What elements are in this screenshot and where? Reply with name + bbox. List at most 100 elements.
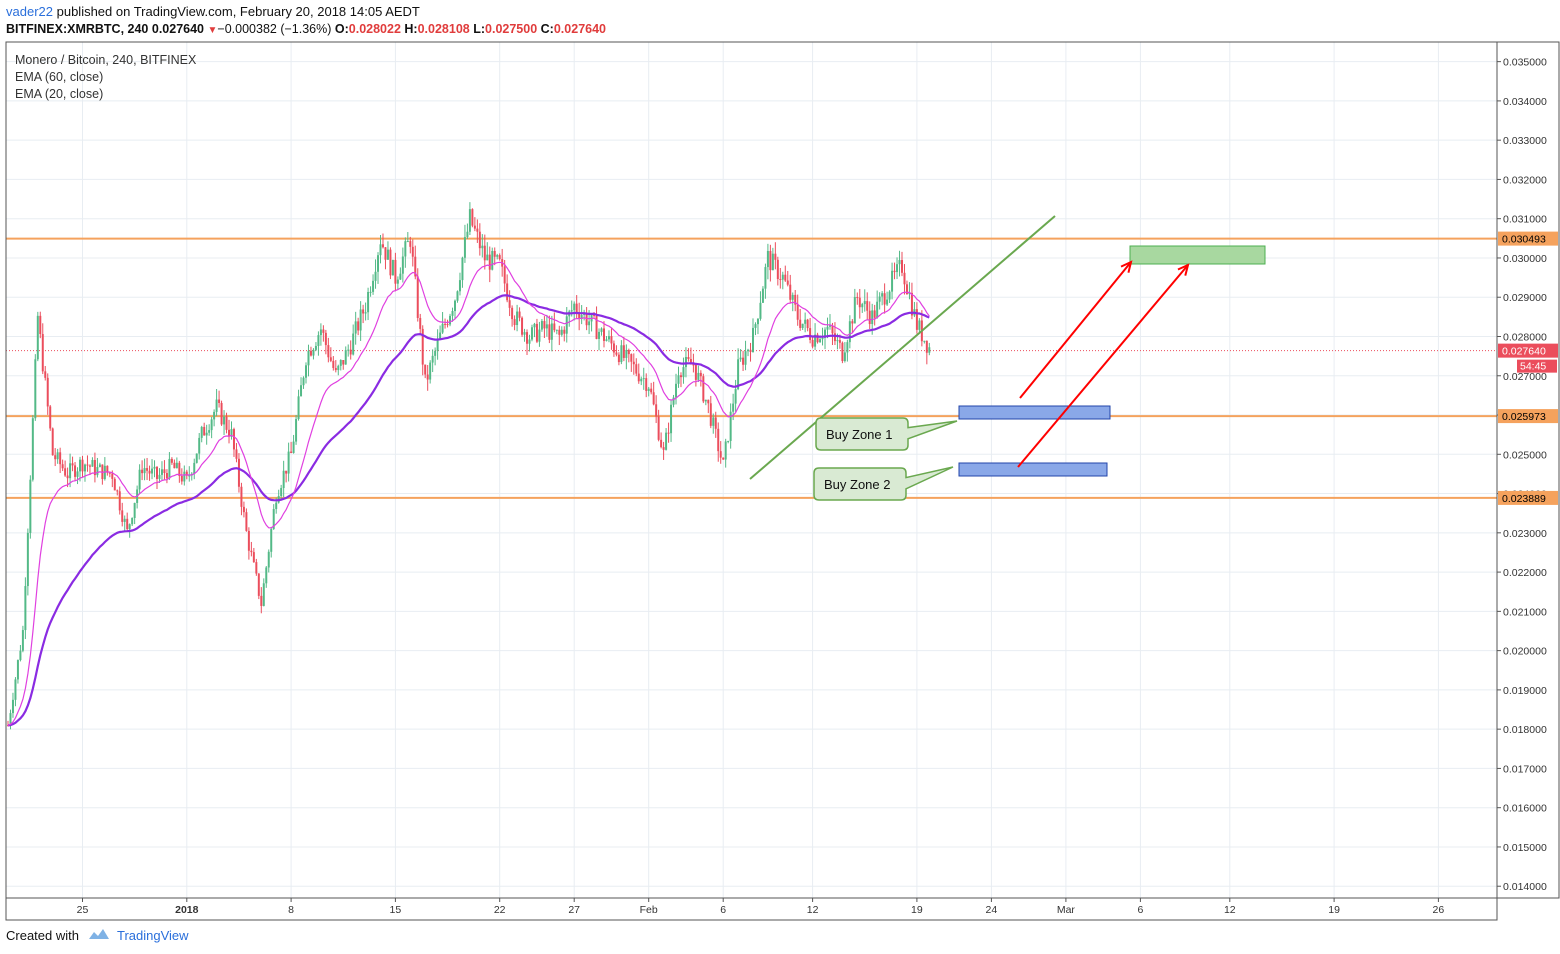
candle-body xyxy=(406,241,409,243)
candle-body xyxy=(607,336,610,340)
candle-body xyxy=(861,304,864,308)
buy-zone-2-callout[interactable]: Buy Zone 2 xyxy=(813,466,954,501)
candle-body xyxy=(106,465,109,473)
candle-body xyxy=(533,323,536,328)
candle-body xyxy=(704,399,707,402)
candle-body xyxy=(764,267,767,289)
candle-body xyxy=(151,468,154,474)
candle-body xyxy=(903,272,906,285)
candles xyxy=(7,202,931,730)
candle-body xyxy=(724,441,727,460)
price-change: −0.000382 (−1.36%) xyxy=(217,22,332,36)
candle-body xyxy=(848,321,851,343)
candle-body xyxy=(794,294,797,305)
candle-body xyxy=(558,329,561,335)
candle-body xyxy=(267,551,270,568)
candle-body xyxy=(548,324,551,340)
candle-body xyxy=(814,334,817,347)
arrow-1[interactable] xyxy=(1019,260,1133,399)
tradingview-link[interactable]: TradingView xyxy=(116,928,189,943)
candle-body xyxy=(290,451,293,453)
candle-body xyxy=(332,360,335,368)
candle-body xyxy=(175,462,178,469)
candle-body xyxy=(451,311,454,316)
candle-body xyxy=(893,270,896,273)
author-name[interactable]: vader22 xyxy=(6,4,53,19)
candle-body xyxy=(471,209,474,226)
candle-body xyxy=(337,365,340,371)
candle-body xyxy=(183,471,186,482)
candle-body xyxy=(655,404,658,417)
candle-body xyxy=(158,474,161,479)
candle-body xyxy=(675,383,678,398)
candle-body xyxy=(91,460,94,467)
price-axis[interactable] xyxy=(1496,41,1560,899)
candle-body xyxy=(203,426,206,436)
candle-body xyxy=(342,360,345,365)
candle-body xyxy=(826,326,829,330)
candle-body xyxy=(555,329,558,331)
y-tick-label: 0.025000 xyxy=(1503,449,1547,461)
candle-body xyxy=(96,467,99,476)
candle-body xyxy=(347,349,350,351)
candle-body xyxy=(722,457,725,460)
candle-body xyxy=(530,327,533,340)
candle-body xyxy=(391,259,394,276)
arrow-2-head xyxy=(1177,263,1190,276)
candle-body xyxy=(769,250,772,271)
candle-body xyxy=(302,377,305,386)
candle-body xyxy=(528,339,531,344)
candle-body xyxy=(200,426,203,438)
candle-body xyxy=(411,246,414,257)
candle-body xyxy=(449,315,452,325)
arrow-2[interactable] xyxy=(1017,263,1190,468)
candle-body xyxy=(409,241,412,247)
drawings[interactable]: Buy Zone 1 Buy Zone 2 xyxy=(749,215,1266,501)
candle-body xyxy=(923,340,926,342)
close-label: C: xyxy=(540,22,554,36)
candle-body xyxy=(173,462,176,469)
candle-body xyxy=(570,310,573,312)
candle-body xyxy=(545,324,548,329)
candle-body xyxy=(516,311,519,326)
ema60-line[interactable] xyxy=(7,294,930,727)
buy-zone-1-box[interactable] xyxy=(958,405,1111,420)
candle-body xyxy=(896,264,899,273)
candle-body xyxy=(856,297,859,299)
x-tick-label: 22 xyxy=(494,904,506,916)
candle-body xyxy=(156,466,158,479)
target-zone-box[interactable] xyxy=(1129,245,1266,265)
candle-body xyxy=(580,315,583,319)
candle-body xyxy=(419,317,422,329)
time-axis[interactable] xyxy=(5,897,1498,921)
candle-body xyxy=(309,350,312,356)
candle-body xyxy=(79,459,82,472)
legend-ema20[interactable]: EMA (20, close) xyxy=(15,87,103,101)
candle-body xyxy=(185,471,188,476)
buy-zone-2-callout-label: Buy Zone 2 xyxy=(824,477,891,492)
candle-body xyxy=(242,506,245,513)
candle-body xyxy=(526,332,529,344)
candle-body xyxy=(491,250,494,270)
buy-zone-1-callout[interactable]: Buy Zone 1 xyxy=(815,417,958,451)
candle-body xyxy=(426,374,429,380)
legend-ema60[interactable]: EMA (60, close) xyxy=(15,70,103,84)
candle-body xyxy=(215,399,218,412)
last-price-tag-label: 0.027640 xyxy=(1502,346,1546,358)
candle-body xyxy=(732,403,735,412)
candle-body xyxy=(31,418,34,480)
candle-body xyxy=(819,339,822,343)
buy-zone-2-box[interactable] xyxy=(958,462,1108,477)
countdown-label: 54:45 xyxy=(1520,361,1546,373)
y-tick-label: 0.020000 xyxy=(1503,646,1547,658)
ema20-line[interactable] xyxy=(7,261,930,726)
candle-body xyxy=(431,355,434,363)
candle-body xyxy=(707,399,710,404)
candle-body xyxy=(83,464,86,472)
axes[interactable]: 0.035000 0.034000 0.033000 0.032000 0.031000… xyxy=(5,41,1560,921)
candle-body xyxy=(806,319,809,329)
candle-body xyxy=(71,463,74,466)
trendline[interactable] xyxy=(749,215,1056,480)
candle-body xyxy=(193,462,196,474)
